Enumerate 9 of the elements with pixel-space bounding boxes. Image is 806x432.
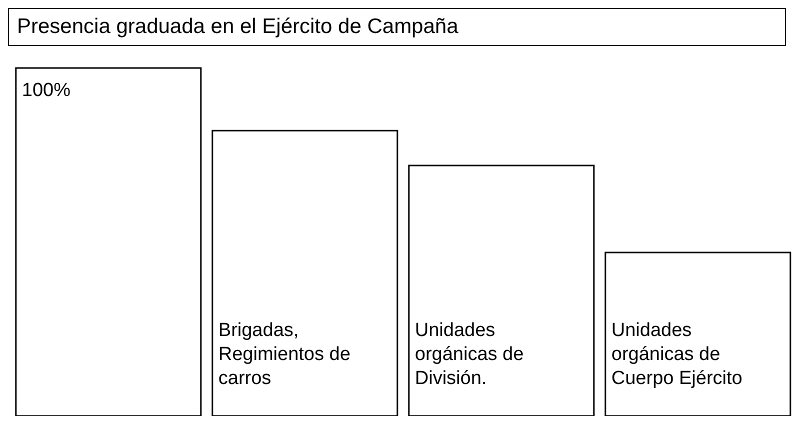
bar: [408, 164, 595, 416]
x-tick-label: Brigadas, Regimientos de carros: [218, 320, 350, 389]
bar: [212, 130, 398, 416]
x-tick-label: Unidades orgánicas de Cuerpo Ejército: [611, 320, 742, 389]
bar: [604, 252, 792, 416]
x-tick-label: Unidades orgánicas de División.: [414, 320, 524, 389]
chart-title: Presencia graduada en el Ejército de Campaña: [8, 8, 786, 46]
data-label: 100%: [22, 80, 71, 101]
bar: [15, 67, 202, 416]
